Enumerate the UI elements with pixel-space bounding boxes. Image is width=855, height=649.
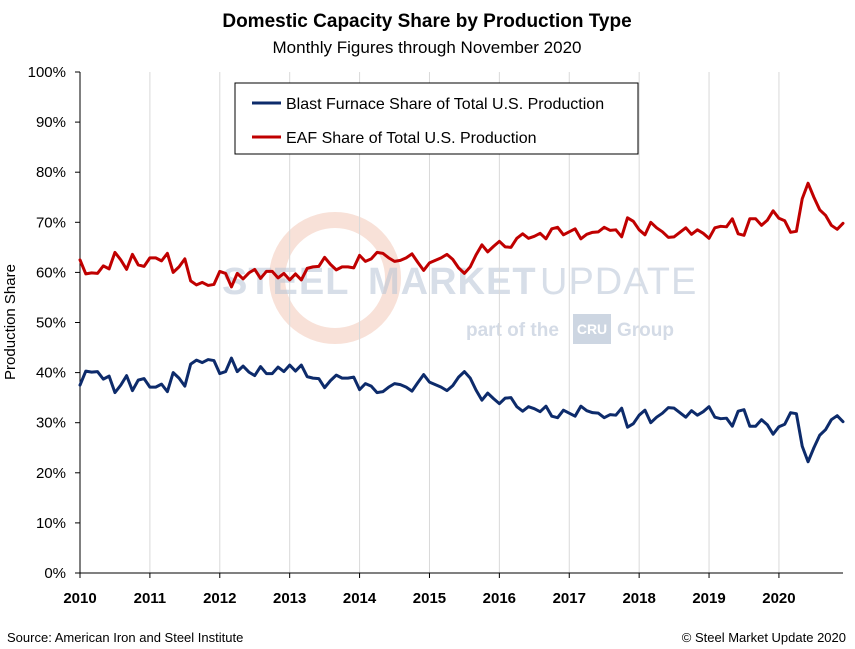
y-tick-label-8: 80%	[36, 164, 66, 181]
y-tick-label-0: 0%	[44, 565, 66, 582]
x-tick-label-2016: 2016	[483, 590, 516, 607]
x-tick-label-2010: 2010	[63, 590, 96, 607]
x-axis-ticks: 2010 2011 2012 2013 2014 2015 2016 2017 2018 2019…	[63, 573, 796, 607]
y-axis-ticks: 0% 10% 20% 30% 40% 50% 60% 70% 80% 90% 100%	[28, 64, 80, 582]
y-tick-label-6: 60%	[36, 264, 66, 281]
legend: Blast Furnace Share of Total U.S. Produc…	[234, 82, 639, 155]
legend-label-blast-furnace: Blast Furnace Share of Total U.S. Produc…	[286, 96, 604, 113]
x-tick-label-2019: 2019	[692, 590, 725, 607]
x-tick-label-2017: 2017	[553, 590, 586, 607]
watermark-market: MARKET	[368, 261, 537, 303]
chart-subtitle: Monthly Figures through November 2020	[273, 38, 582, 57]
chart-title: Domestic Capacity Share by Production Ty…	[222, 11, 631, 32]
source-note: Source: American Iron and Steel Institut…	[7, 630, 243, 645]
x-tick-label-2013: 2013	[273, 590, 306, 607]
x-tick-label-2014: 2014	[343, 590, 377, 607]
copyright-note: © Steel Market Update 2020	[682, 630, 846, 645]
x-tick-label-2015: 2015	[413, 590, 446, 607]
y-tick-label-3: 30%	[36, 415, 66, 432]
series-line-blast-furnace	[78, 356, 845, 464]
watermark-group: Group	[617, 320, 674, 341]
watermark: STEEL MARKET UPDATE part of the CRU Grou…	[222, 212, 697, 344]
y-tick-label-9: 90%	[36, 114, 66, 131]
x-tick-label-2011: 2011	[134, 590, 167, 607]
watermark-cru-badge	[573, 314, 611, 344]
gridlines	[149, 72, 780, 573]
y-tick-label-4: 40%	[36, 365, 66, 382]
watermark-cru: CRU	[577, 321, 607, 337]
y-tick-label-7: 70%	[36, 214, 66, 231]
legend-label-eaf: EAF Share of Total U.S. Production	[286, 130, 537, 147]
y-tick-label-10: 100%	[28, 64, 66, 81]
y-axis-label: Production Share	[2, 264, 19, 380]
y-tick-label-1: 10%	[36, 515, 66, 532]
legend-box	[234, 82, 639, 155]
watermark-steel: STEEL	[222, 261, 349, 303]
watermark-update: UPDATE	[540, 261, 697, 303]
x-tick-label-2018: 2018	[622, 590, 655, 607]
watermark-part-of: part of the	[466, 320, 559, 341]
y-tick-label-2: 20%	[36, 465, 66, 482]
series-line-eaf	[78, 181, 845, 289]
series-lines	[78, 181, 845, 464]
y-tick-label-5: 50%	[36, 315, 66, 332]
x-tick-label-2020: 2020	[762, 590, 795, 607]
x-tick-label-2012: 2012	[203, 590, 236, 607]
